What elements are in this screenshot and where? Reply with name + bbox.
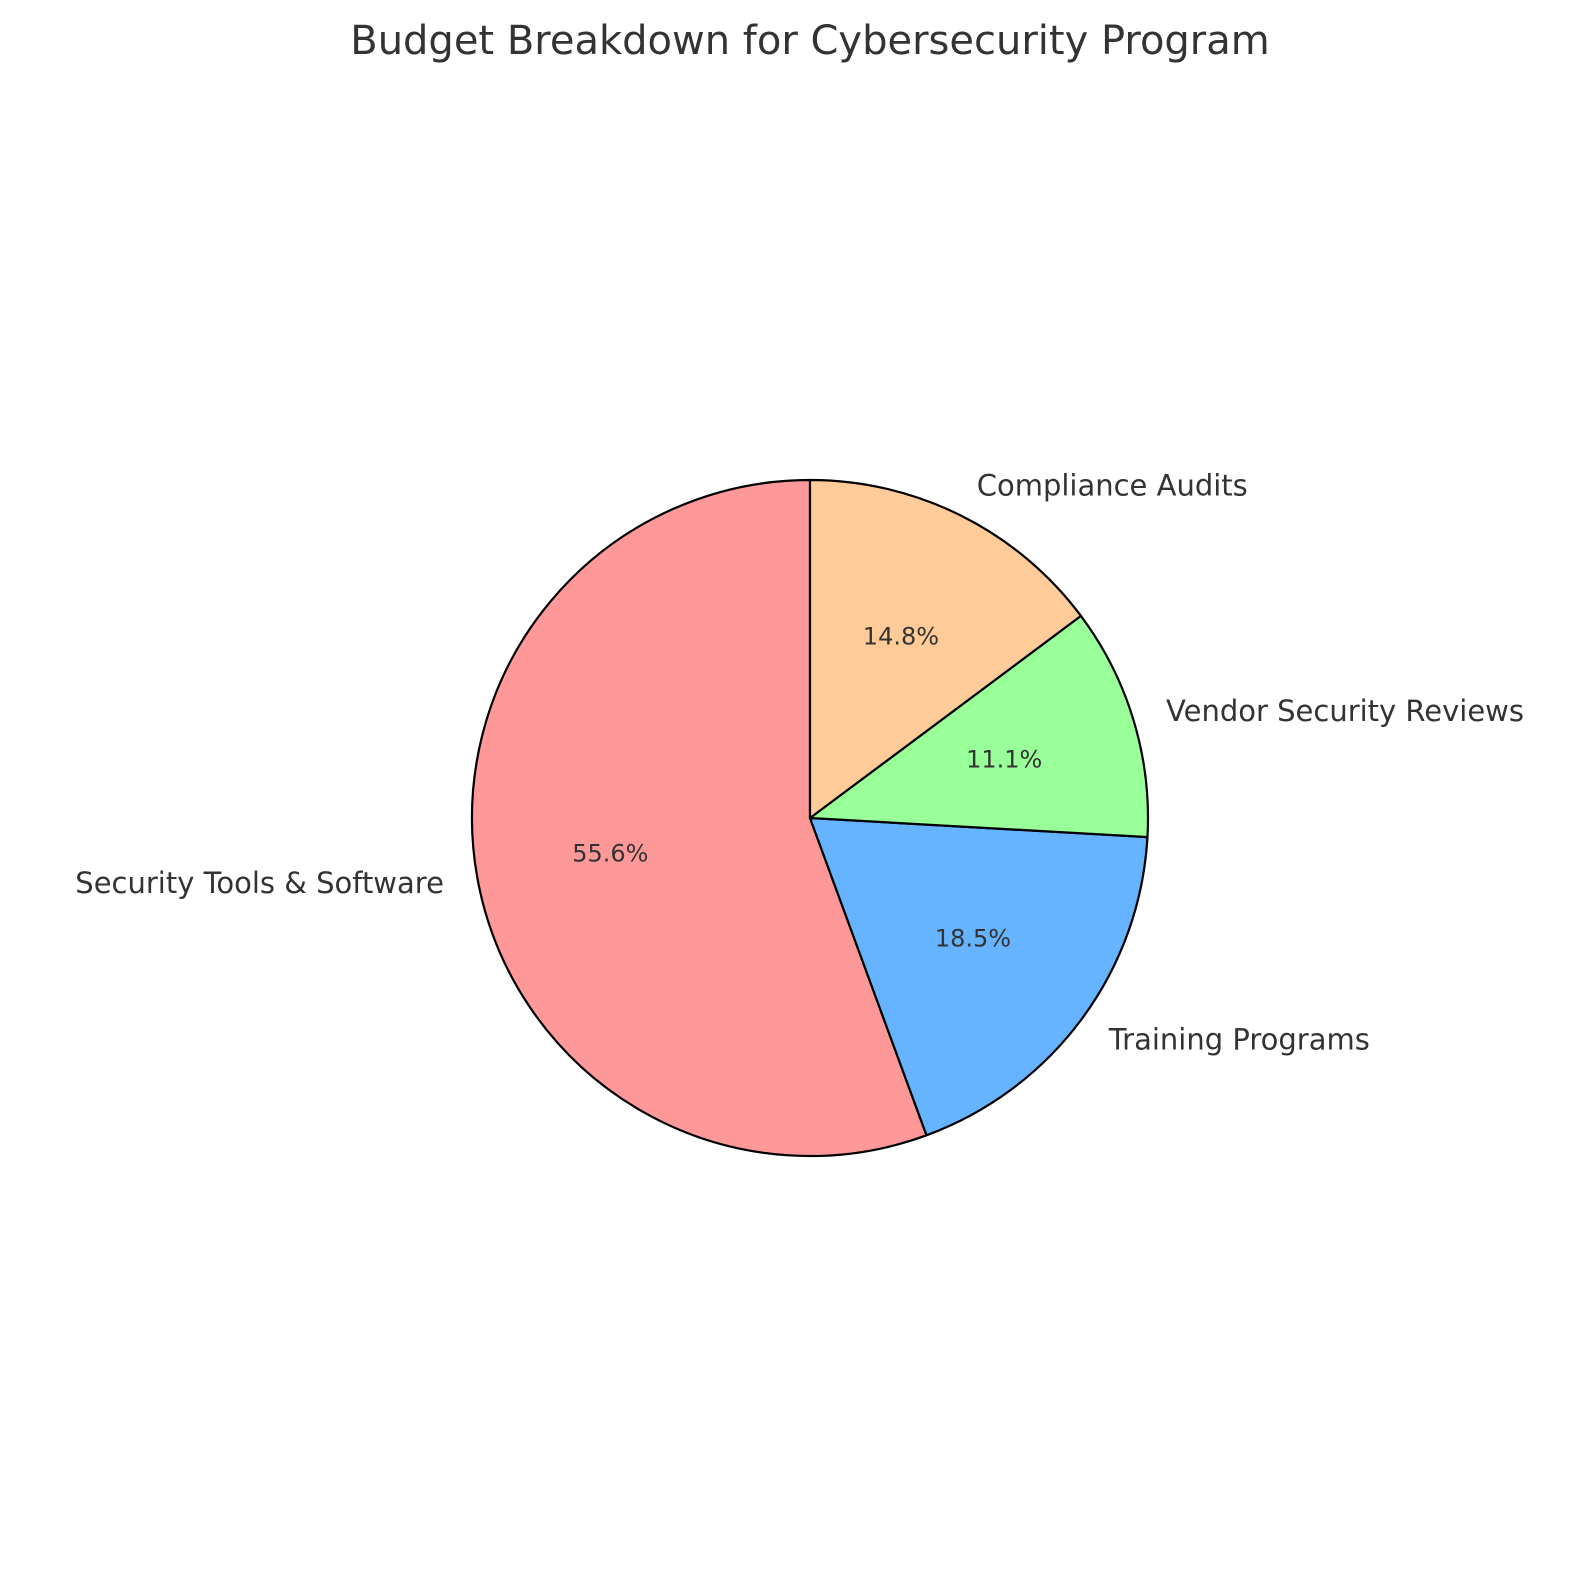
- pie-slice-training-programs: [808, 816, 1149, 1137]
- slice-label-training-programs: Training Programs: [1108, 1022, 1370, 1056]
- pct-label-compliance-audits: 14.8%: [863, 623, 939, 651]
- pie-labels: 55.6% Security Tools & Software 18.5% Train…: [75, 469, 1524, 1057]
- slice-label-compliance-audits: Compliance Audits: [977, 469, 1248, 503]
- pct-label-security-tools-software: 55.6%: [572, 839, 648, 867]
- slice-label-security-tools-software: Security Tools & Software: [75, 866, 444, 900]
- pct-label-training-programs: 18.5%: [935, 925, 1011, 953]
- slice-label-vendor-security-reviews: Vendor Security Reviews: [1166, 694, 1524, 728]
- pct-label-vendor-security-reviews: 11.1%: [966, 746, 1042, 774]
- pie-slice-security-tools-software: [470, 478, 928, 1158]
- chart-title: Budget Breakdown for Cybersecurity Progr…: [350, 18, 1269, 64]
- pie-slice-compliance-audits: [808, 478, 1083, 820]
- pie-slice-vendor-security-reviews: [808, 614, 1150, 839]
- pie-slices: [470, 478, 1150, 1158]
